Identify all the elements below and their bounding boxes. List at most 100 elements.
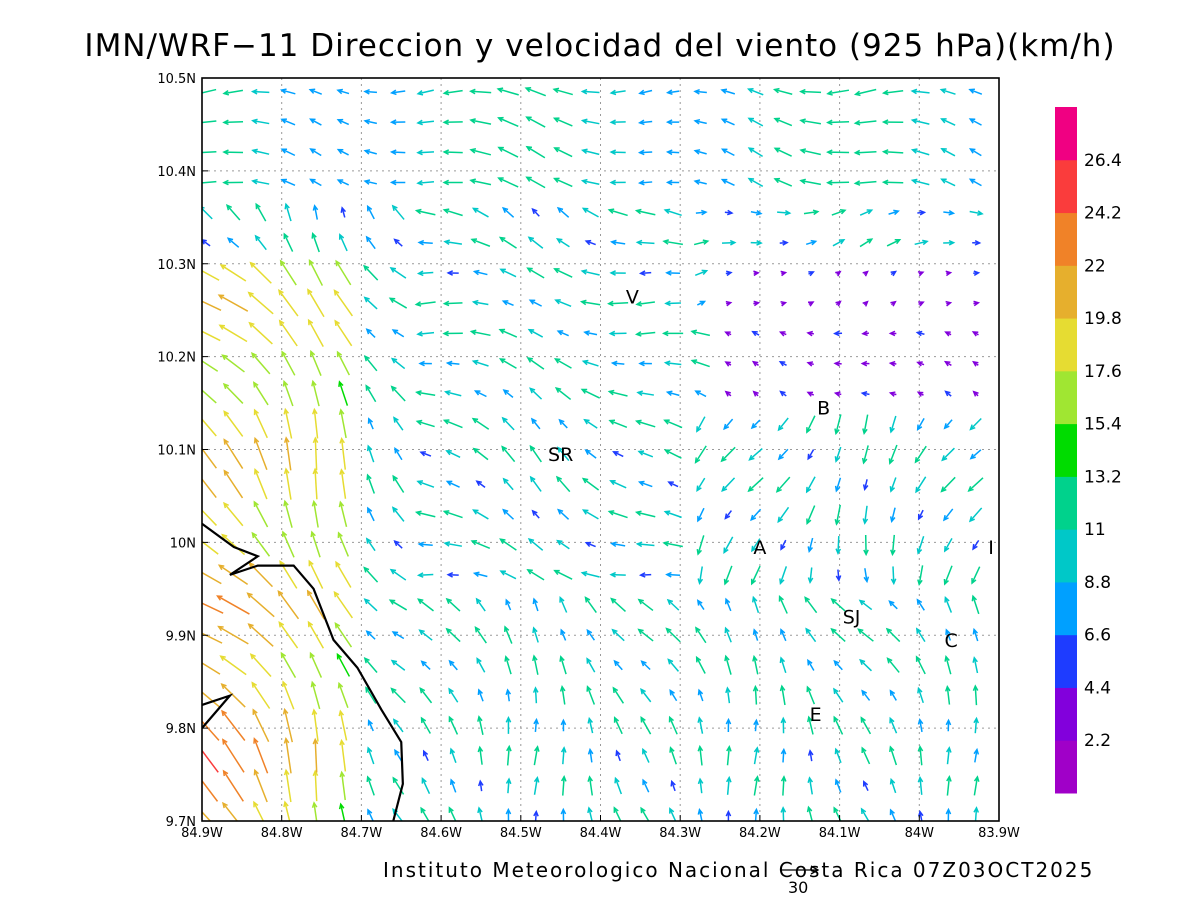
wind-vector [469,178,492,186]
wind-vector [222,119,244,126]
wind-vector [531,207,540,217]
wind-vector [416,89,434,96]
wind-vectors [202,86,984,821]
wind-vector [833,391,842,397]
wind-vector [338,233,348,252]
wind-vector [881,179,904,186]
wind-vector [283,436,292,471]
wind-vector [724,654,732,675]
wind-vector [499,570,517,580]
wind-vector [336,652,351,677]
wind-vector [835,569,842,582]
wind-vector [943,565,953,586]
wind-vector [807,715,814,735]
wind-vector [915,627,926,643]
wind-vector [580,269,600,276]
wind-vector [311,801,318,821]
wind-vector [799,88,822,95]
wind-vector [914,445,927,464]
colorbar-swatch [1055,423,1077,477]
wind-vector [249,261,272,284]
wind-vector [888,209,900,216]
wind-vector [312,407,319,439]
wind-vector [853,180,877,186]
wind-vector [363,88,378,95]
colorbar-label: 17.6 [1084,362,1122,382]
city-label: SR [548,444,573,466]
wind-vector [366,444,375,463]
wind-vector [640,806,650,821]
wind-vector [560,718,567,732]
wind-vector [414,208,436,216]
wind-vector [917,686,924,704]
wind-vector [223,501,244,527]
wind-vector [888,600,898,610]
colorbar-label: 24.2 [1084,204,1122,224]
wind-vector [720,148,735,157]
wind-vector [611,628,625,642]
colorbar-swatch [1055,529,1077,583]
wind-vector [247,291,274,315]
wind-vector [724,361,732,367]
wind-vector [609,479,627,489]
wind-vector [917,565,924,587]
wind-vector [253,500,269,528]
wind-vector [916,391,924,397]
wind-vector [363,598,378,612]
wind-vector [753,775,760,796]
wind-vector [497,146,519,158]
colorbar: 2.2 4.4 6.6 8.8 11 13.2 15.4 17.6 19.8 22 24.2 26.4 [1055,107,1122,794]
wind-vector [862,270,869,277]
wind-vector [860,807,870,821]
wind-vector [777,506,790,524]
wind-vector [416,149,435,156]
wind-vector [637,628,654,642]
wind-vector [889,689,897,701]
wind-vector [833,360,842,367]
city-label: E [810,704,822,726]
wind-vector [532,686,539,704]
x-tick-label: 84.3W [659,826,701,841]
wind-vector [752,390,759,397]
wind-vector [697,688,704,702]
wind-vector [422,749,429,762]
wind-vector [918,301,925,307]
wind-vector [663,510,682,519]
wind-vector [526,267,545,279]
wind-vector [780,747,787,763]
wind-vector [221,354,245,373]
wind-vector [973,806,980,821]
wind-vector [252,708,270,743]
wind-vector [394,748,403,763]
wind-vector [862,414,869,436]
wind-vector [499,538,517,551]
coastline-nicoya [202,693,234,729]
x-tick-label: 84.8W [261,826,303,841]
wind-vector [640,716,652,735]
wind-vector [968,178,982,187]
wind-vector [853,88,877,97]
wind-vector [946,775,952,796]
wind-vector [833,687,844,703]
wind-vector [973,716,979,734]
wind-vector [753,300,761,307]
wind-vector [916,361,925,367]
wind-vector [448,659,458,671]
wind-vector [806,330,814,337]
wind-vector [340,206,347,218]
wind-vector [446,270,459,276]
y-tick-label: 9.9N [166,629,196,644]
wind-vector [889,507,896,524]
wind-vector [834,446,842,463]
wind-vector [391,329,405,338]
wind-vector [472,269,488,276]
wind-vector [309,148,322,157]
wind-vector [282,379,294,407]
wind-vector [806,685,816,705]
wind-vector [910,148,930,156]
wind-vector [498,358,517,369]
wind-vector [524,86,547,97]
wind-vector [853,149,877,156]
wind-vector [613,716,623,735]
wind-vector [277,288,299,317]
